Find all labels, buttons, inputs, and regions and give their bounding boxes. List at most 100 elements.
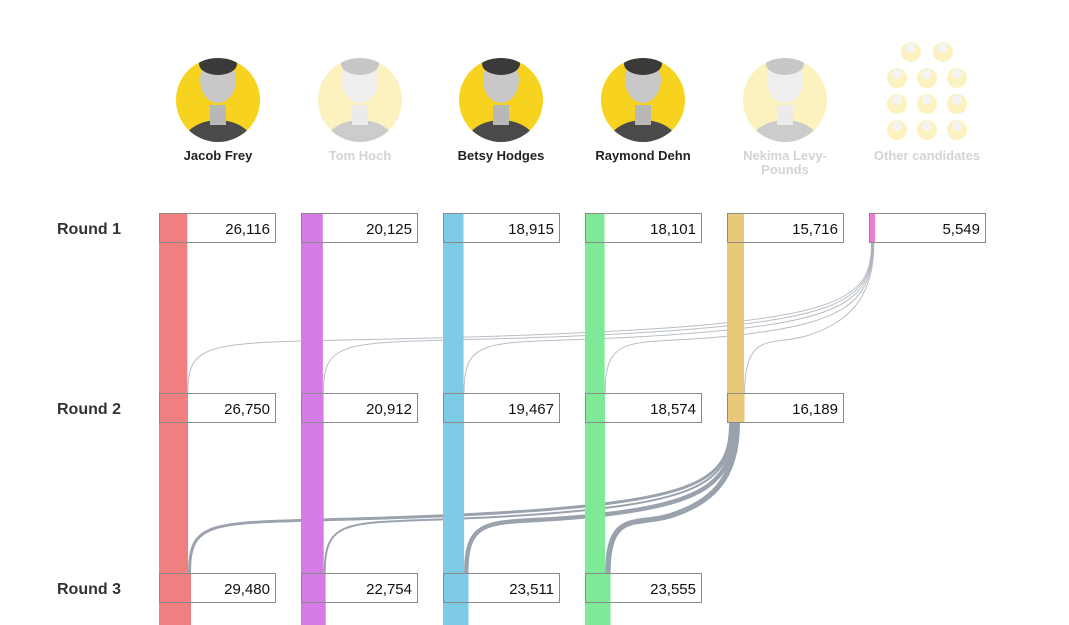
bar-betsy-hodges-round-2: [443, 393, 465, 573]
bar-raymond-dehn-round-3: [585, 573, 611, 625]
vote-box-fill: [744, 213, 843, 243]
jacob-frey-photo: [176, 58, 260, 142]
candidate-name: Jacob Frey: [184, 148, 253, 163]
bar-other-candidates-round-1: [869, 213, 876, 243]
vote-count: 20,125: [366, 221, 412, 238]
vote-count: 23,511: [509, 581, 554, 598]
candidate-name: Other candidates: [874, 148, 980, 163]
round-label-1: Round 1: [57, 221, 121, 238]
vote-box-border: [585, 573, 702, 603]
vote-box-fill: [468, 573, 559, 603]
vote-box-raymond-dehn-round-2: 18,574: [585, 393, 702, 423]
candidate-name: Betsy Hodges: [458, 148, 545, 163]
transfer-flow-other-candidates-to-jacob-frey: [187, 242, 872, 394]
betsy-hodges-photo: [459, 58, 543, 142]
vote-box-other-candidates-round-1: 5,549: [869, 213, 986, 243]
vote-box-border: [443, 573, 560, 603]
vote-box-fill: [322, 213, 417, 243]
vote-box-betsy-hodges-round-1: 18,915: [443, 213, 560, 243]
vote-count: 18,574: [650, 401, 696, 418]
vote-box-border: [301, 213, 418, 243]
vote-box-border: [159, 213, 276, 243]
candidate-name: Raymond Dehn: [595, 148, 690, 163]
vote-box-tom-hoch-round-3: 22,754: [301, 573, 418, 603]
vote-box-border: [443, 393, 560, 423]
vote-count: 15,716: [792, 221, 838, 238]
vote-box-nekima-levy-pounds-round-2: 16,189: [727, 393, 844, 423]
bar-tom-hoch-round-1: [301, 213, 323, 393]
bar-betsy-hodges-round-3: [443, 573, 469, 625]
vote-count: 23,555: [650, 581, 696, 598]
tom-hoch-photo: [318, 58, 402, 142]
vote-count: 16,189: [792, 401, 838, 418]
bar-jacob-frey-round-1: [159, 213, 188, 393]
bar-jacob-frey-round-2: [159, 393, 189, 573]
bar-tom-hoch-round-2: [301, 393, 324, 573]
candidate-header-betsy-hodges: Betsy Hodges: [458, 58, 545, 163]
candidate-header-jacob-frey: Jacob Frey: [176, 58, 260, 163]
vote-box-jacob-frey-round-1: 26,116: [159, 213, 276, 243]
transfer-flow-nekima-levy-pounds-to-tom-hoch: [323, 422, 733, 574]
vote-count: 18,101: [650, 221, 696, 238]
vote-box-fill: [188, 393, 275, 423]
transfer-flow-other-candidates-to-nekima-levy-pounds: [744, 242, 875, 394]
vote-box-border: [585, 393, 702, 423]
vote-box-border: [159, 393, 276, 423]
bar-nekima-levy-pounds-round-2: [727, 393, 745, 423]
transfer-flow-other-candidates-to-betsy-hodges: [463, 242, 874, 394]
candidate-name: Nekima Levy-: [743, 148, 827, 163]
vote-count: 18,915: [508, 221, 554, 238]
bar-jacob-frey-round-3: [159, 573, 191, 625]
vote-count: 22,754: [366, 581, 412, 598]
vote-box-raymond-dehn-round-1: 18,101: [585, 213, 702, 243]
bar-nekima-levy-pounds-round-1: [727, 213, 745, 393]
vote-count: 19,467: [508, 401, 554, 418]
vote-box-border: [301, 393, 418, 423]
candidate-name: Pounds: [761, 162, 809, 177]
vote-count: 20,912: [366, 401, 412, 418]
vote-box-nekima-levy-pounds-round-1: 15,716: [727, 213, 844, 243]
vote-box-fill: [191, 573, 275, 603]
vote-labels: 26,116 20,125 18,915 18,101 15,716 5,549 26,75…: [159, 213, 986, 603]
vote-box-tom-hoch-round-1: 20,125: [301, 213, 418, 243]
vote-box-fill: [875, 213, 985, 243]
vote-box-jacob-frey-round-3: 29,480: [159, 573, 276, 603]
vote-box-border: [443, 213, 560, 243]
vote-box-jacob-frey-round-2: 26,750: [159, 393, 276, 423]
vote-box-fill: [610, 573, 701, 603]
round-labels: Round 1 Round 2 Round 3: [57, 221, 121, 598]
bar-tom-hoch-round-3: [301, 573, 326, 625]
vote-box-fill: [605, 393, 701, 423]
vote-box-fill: [463, 213, 559, 243]
vote-box-fill: [464, 393, 559, 423]
vote-box-fill: [744, 393, 843, 423]
vote-box-border: [727, 213, 844, 243]
vote-box-fill: [323, 393, 417, 423]
bar-raymond-dehn-round-2: [585, 393, 606, 573]
vote-box-fill: [187, 213, 275, 243]
vote-box-betsy-hodges-round-3: 23,511: [443, 573, 560, 603]
transfer-flow-nekima-levy-pounds-to-raymond-dehn: [605, 422, 741, 574]
vote-box-border: [585, 213, 702, 243]
bar-raymond-dehn-round-1: [585, 213, 605, 393]
round-label-2: Round 2: [57, 401, 121, 418]
round-label-3: Round 3: [57, 581, 121, 598]
candidate-header-raymond-dehn: Raymond Dehn: [595, 58, 691, 163]
other-candidates-photo: [887, 42, 967, 140]
candidate-name: Tom Hoch: [329, 148, 392, 163]
vote-box-betsy-hodges-round-2: 19,467: [443, 393, 560, 423]
candidate-header-tom-hoch: Tom Hoch: [318, 58, 402, 163]
raymond-dehn-photo: [601, 58, 685, 142]
vote-count: 5,549: [942, 221, 980, 238]
vote-box-border: [159, 573, 276, 603]
vote-box-border: [727, 393, 844, 423]
vote-box-border: [869, 213, 986, 243]
vote-count: 26,116: [225, 221, 270, 238]
vote-box-fill: [325, 573, 417, 603]
vote-box-border: [301, 573, 418, 603]
vote-box-raymond-dehn-round-3: 23,555: [585, 573, 702, 603]
candidate-headers: Jacob Frey Tom Hoch Betsy Hodges Raymond De…: [176, 42, 980, 177]
bar-betsy-hodges-round-1: [443, 213, 464, 393]
vote-count: 29,480: [224, 581, 270, 598]
